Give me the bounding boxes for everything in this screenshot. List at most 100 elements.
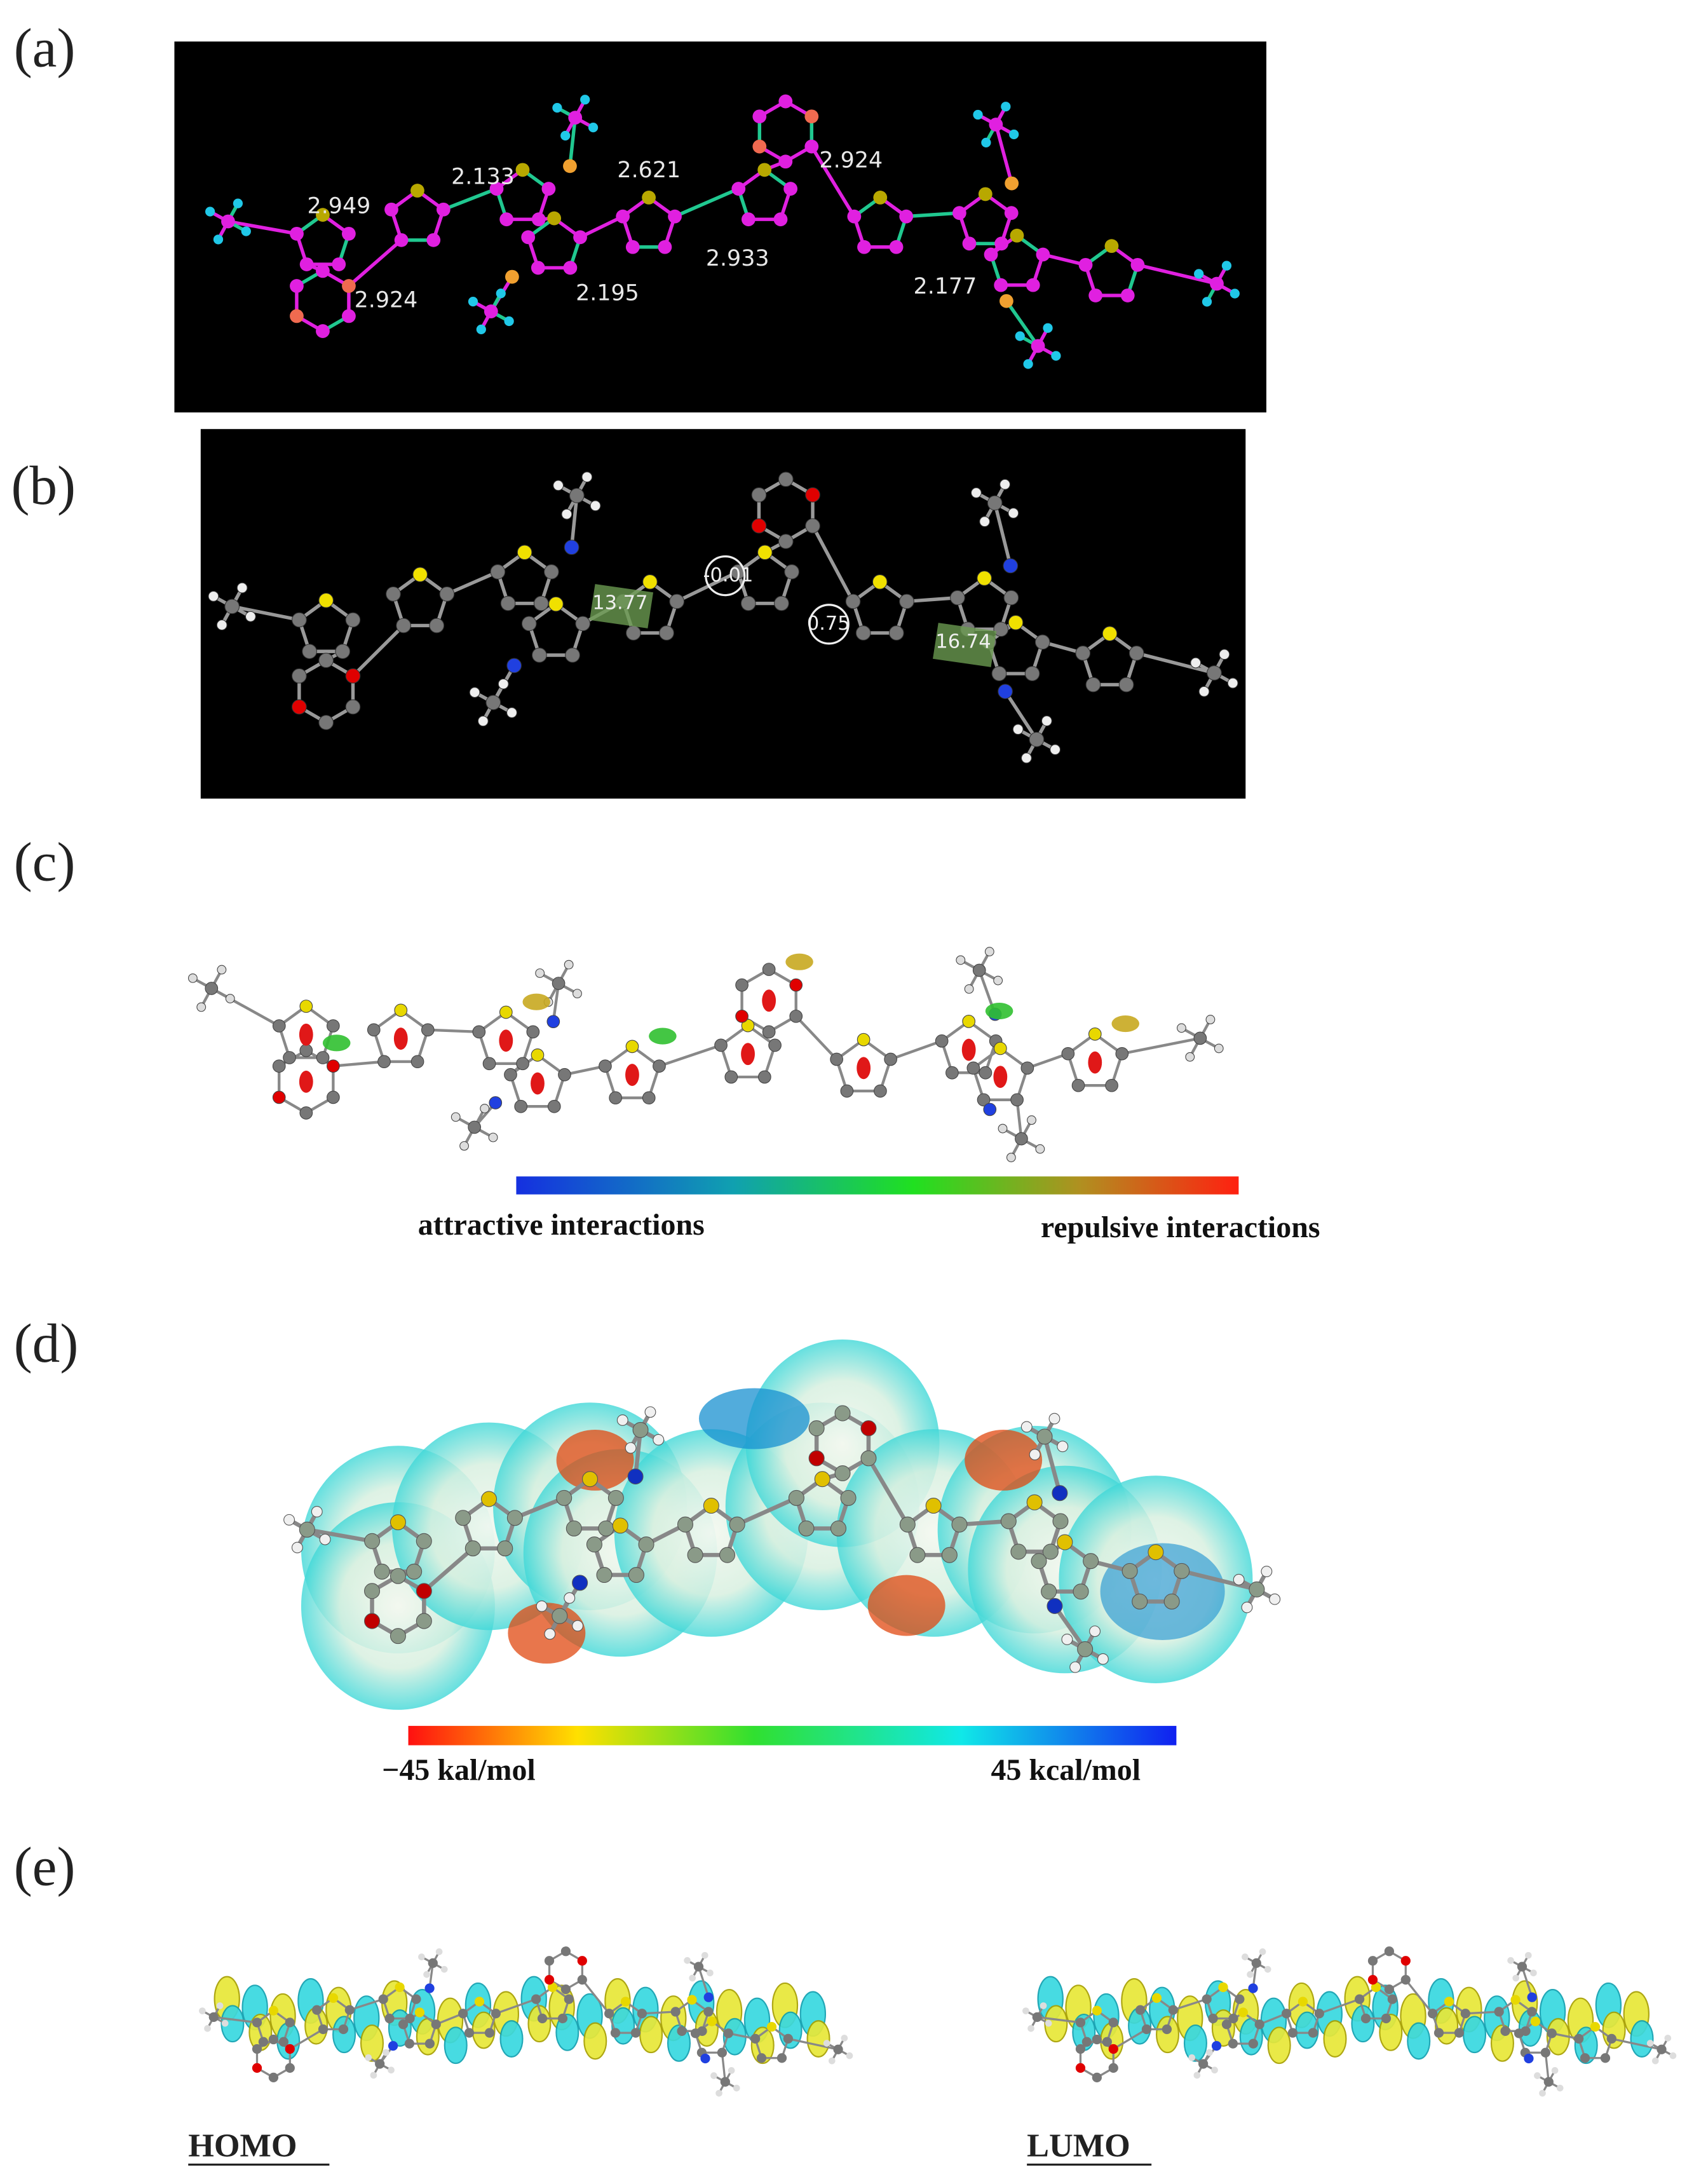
atom <box>1088 288 1103 302</box>
atom <box>984 247 998 262</box>
atom <box>566 1520 582 1536</box>
atom <box>188 973 198 983</box>
atom <box>1061 1634 1073 1645</box>
atom <box>1108 2044 1118 2054</box>
atom <box>740 595 756 611</box>
atom <box>531 212 546 227</box>
esp-hotspot <box>867 1575 945 1636</box>
atom <box>252 2063 262 2073</box>
bond <box>446 570 499 596</box>
atom <box>332 257 346 271</box>
atom <box>855 625 871 641</box>
atom <box>531 1048 545 1062</box>
atom <box>1003 590 1019 606</box>
atom <box>537 2013 548 2024</box>
atom <box>978 187 993 201</box>
atom <box>1108 2063 1118 2073</box>
atom <box>572 1575 588 1591</box>
atom <box>318 2024 329 2035</box>
atom <box>472 1025 486 1039</box>
atom <box>345 699 361 715</box>
bond <box>495 1998 537 2015</box>
atom <box>625 625 641 641</box>
atom <box>638 1536 654 1553</box>
atom <box>625 1442 637 1454</box>
atom <box>1029 731 1045 747</box>
atom <box>213 234 224 245</box>
bond <box>568 117 577 166</box>
atom <box>834 1405 851 1421</box>
atom <box>1026 1494 1043 1510</box>
atom <box>840 1084 854 1098</box>
backgrounds <box>174 41 1266 2166</box>
atom <box>440 1965 448 1973</box>
atom <box>1057 1534 1073 1550</box>
atom <box>703 2007 714 2017</box>
distance-label: 2.621 <box>617 158 681 183</box>
atom <box>557 2013 568 2024</box>
bond <box>333 1060 384 1068</box>
atom <box>1202 1994 1212 2004</box>
atom <box>515 163 530 177</box>
atom <box>1073 1584 1089 1600</box>
atom <box>720 2077 730 2087</box>
atom <box>993 1041 1007 1055</box>
atom <box>637 2009 647 2019</box>
atom <box>504 1068 517 1082</box>
atom <box>1190 657 1202 668</box>
atom <box>499 1005 513 1019</box>
atom <box>1556 2084 1564 2092</box>
atom <box>199 2007 206 2014</box>
atom <box>335 644 351 660</box>
atom <box>1001 102 1011 112</box>
atom <box>552 103 562 113</box>
atom <box>477 716 489 727</box>
atom <box>208 2012 219 2022</box>
atom <box>410 1055 424 1069</box>
atom <box>857 240 871 254</box>
atom <box>972 963 986 977</box>
atom <box>1092 2005 1102 2016</box>
atom <box>840 1489 857 1506</box>
atom <box>703 1992 714 2002</box>
atom <box>526 1025 540 1039</box>
atom <box>390 1628 406 1645</box>
atom <box>628 1567 644 1584</box>
atom <box>312 2005 322 2015</box>
atom <box>290 226 304 241</box>
atom <box>751 487 767 503</box>
atom <box>778 154 793 169</box>
atom <box>1075 2044 1086 2054</box>
atom <box>496 288 506 299</box>
atom <box>1048 1413 1060 1425</box>
atom <box>1104 239 1119 254</box>
torsion-label: -0.01 <box>703 564 753 587</box>
atom <box>285 2063 295 2073</box>
atom <box>455 1510 471 1526</box>
atom <box>516 1057 529 1071</box>
bond <box>306 1527 373 1543</box>
atom <box>741 1019 755 1033</box>
atom <box>299 1521 315 1538</box>
atom <box>845 593 861 609</box>
atom <box>774 595 789 611</box>
atom <box>642 1091 656 1105</box>
bond <box>1027 1052 1069 1069</box>
orbital-lobe <box>1630 2020 1654 2058</box>
atom <box>1045 2019 1052 2027</box>
esp-hotspot <box>556 1429 634 1491</box>
distance-label: 2.133 <box>451 165 515 190</box>
atom <box>998 684 1013 699</box>
nci-blob <box>522 993 551 1010</box>
atom <box>221 214 235 229</box>
atom <box>1230 288 1240 299</box>
bond <box>810 146 856 218</box>
atom <box>1132 1593 1148 1610</box>
atom <box>563 261 578 275</box>
bond <box>213 2016 257 2024</box>
orbital-lobe <box>1379 2013 1403 2051</box>
atom <box>497 1540 513 1557</box>
atom <box>620 1997 631 2007</box>
atom <box>531 648 547 663</box>
atom <box>642 191 656 205</box>
